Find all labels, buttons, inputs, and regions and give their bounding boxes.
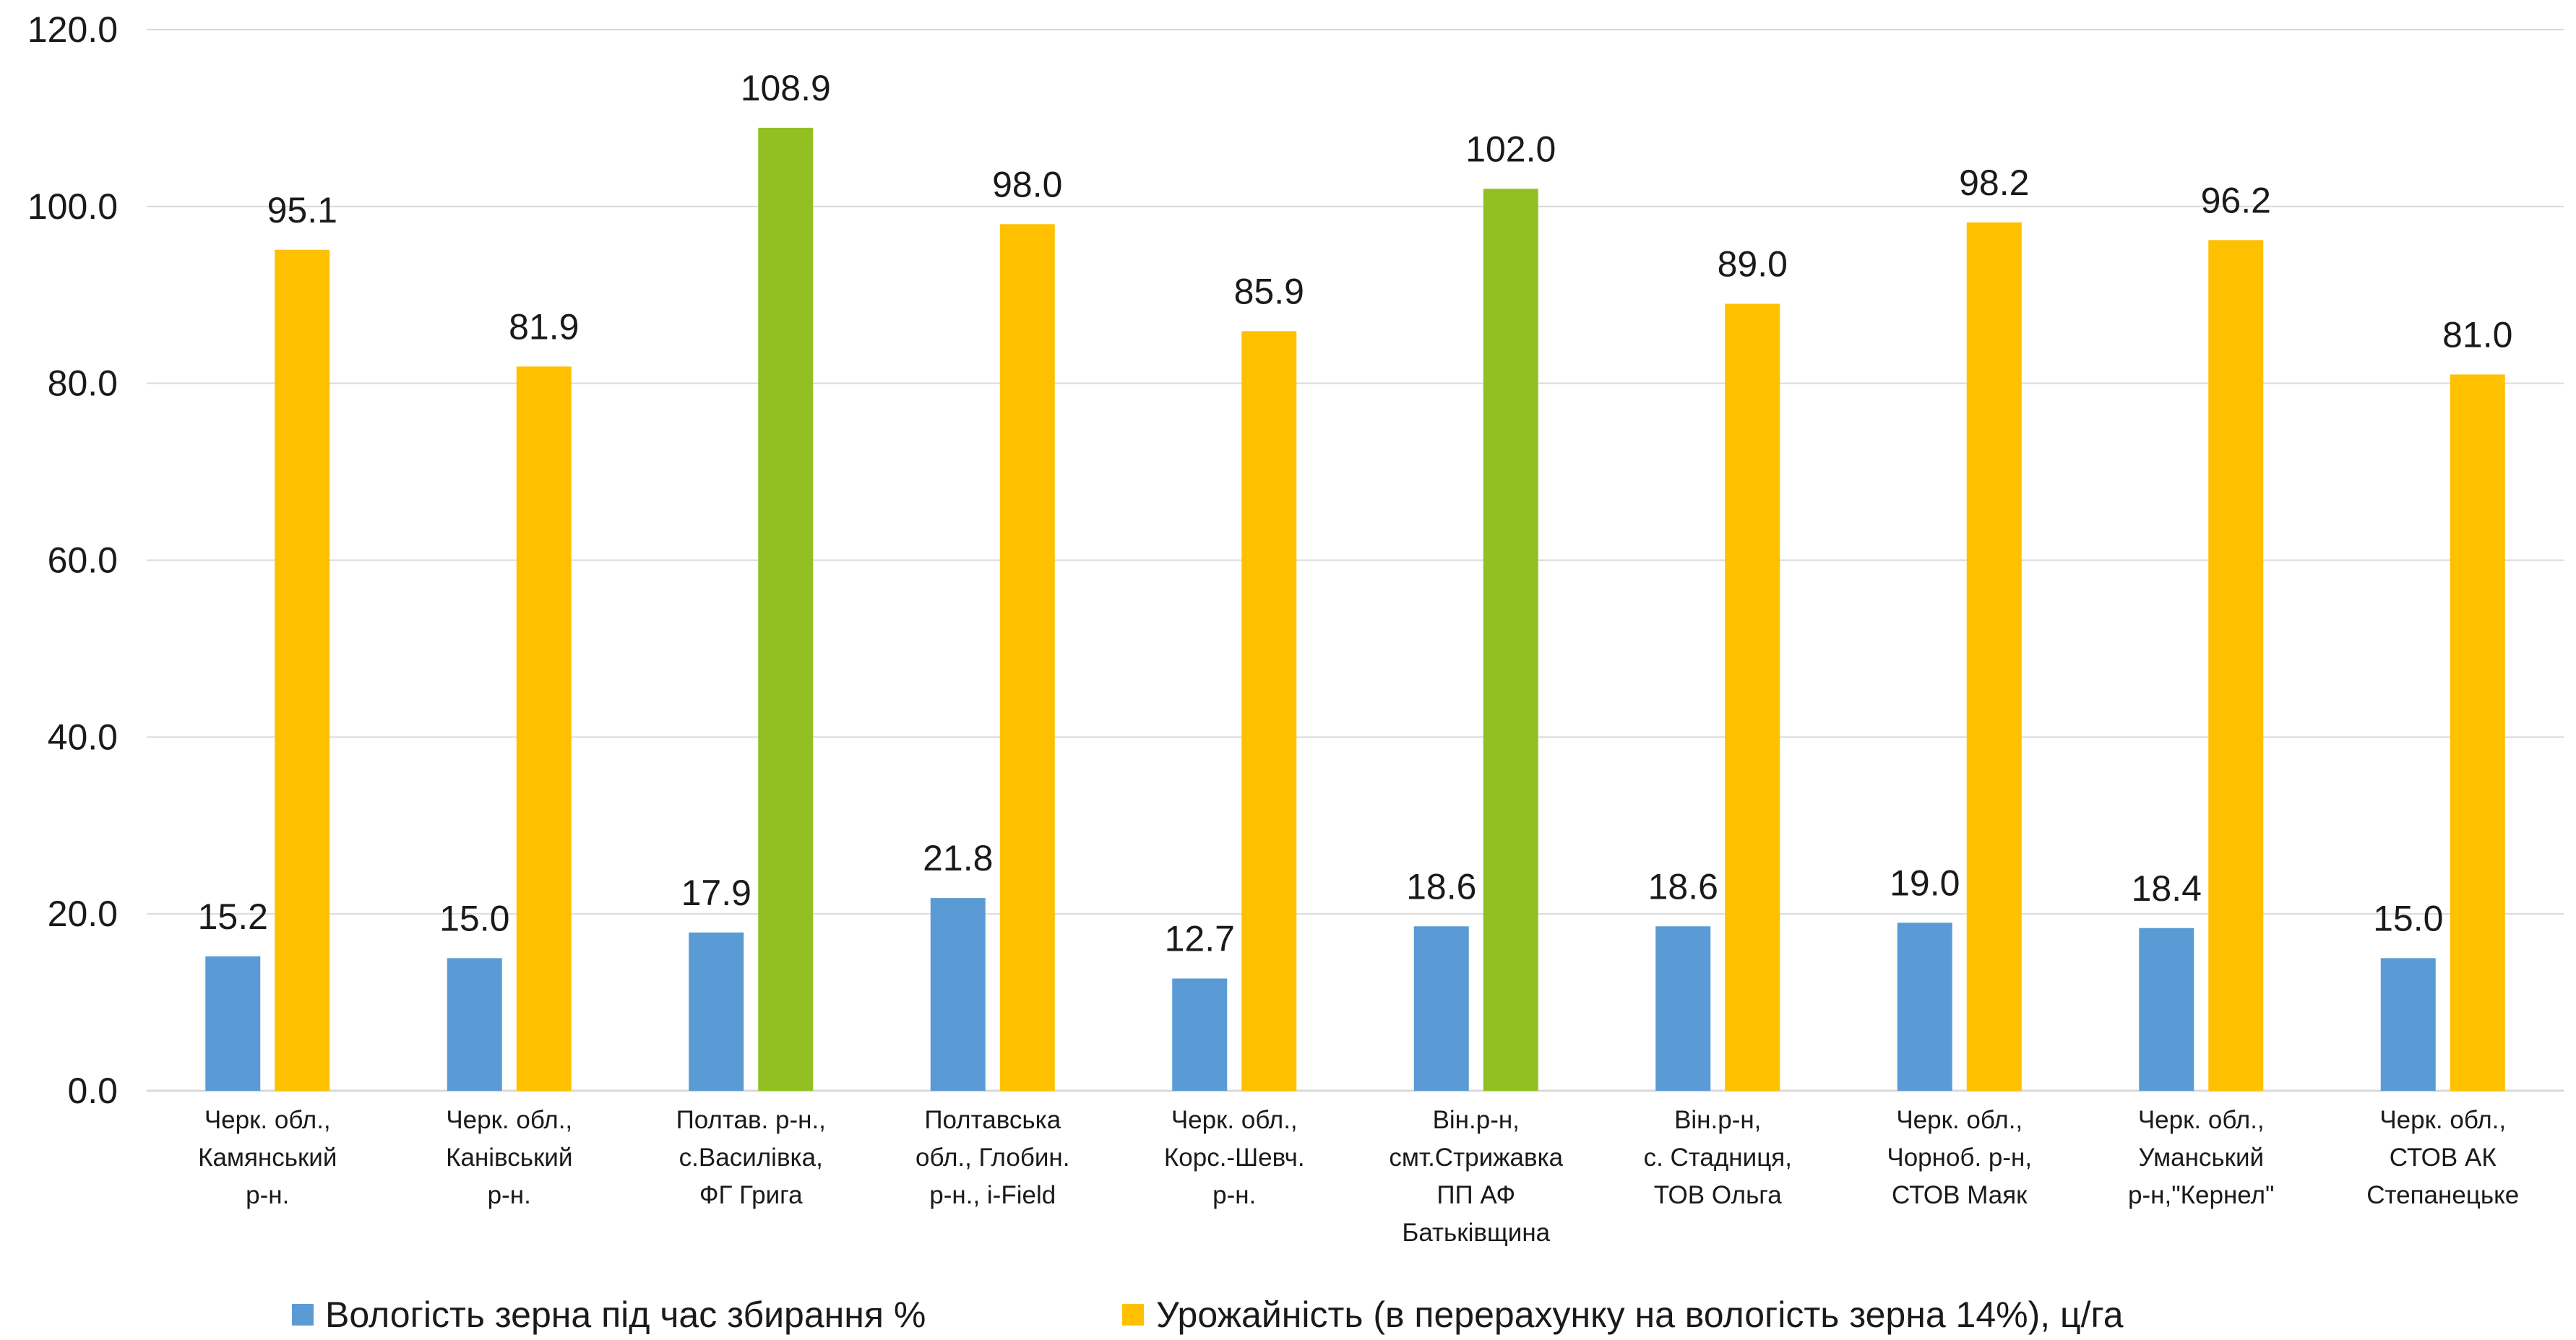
x-category-label-line: р-н. bbox=[488, 1181, 531, 1209]
data-label-yield: 98.2 bbox=[1959, 163, 2029, 203]
x-category-label-line: Степанецьке bbox=[2366, 1181, 2519, 1209]
x-category-label: Черк. обл., Чорноб. р-н, СТОВ Маяк bbox=[1887, 1106, 2032, 1209]
bar-yield bbox=[2208, 240, 2264, 1091]
y-tick-label: 80.0 bbox=[48, 363, 118, 404]
x-category-label-line: Корс.-Шевч. bbox=[1164, 1144, 1305, 1172]
x-category-label-line: р-н. bbox=[246, 1181, 289, 1209]
bar-yield bbox=[275, 249, 330, 1091]
data-label-moisture: 15.0 bbox=[439, 898, 509, 938]
bar-yield bbox=[1966, 222, 2022, 1091]
legend-label: Вологість зерна під час збирання % bbox=[325, 1294, 926, 1335]
x-category-label-line: Полтав. р-н., bbox=[676, 1106, 826, 1134]
bar-moisture bbox=[1413, 926, 1469, 1091]
bar-moisture bbox=[2139, 928, 2194, 1091]
data-label-yield: 81.9 bbox=[509, 306, 579, 347]
x-category-label: Черк. обл., Корс.-Шевч. р-н. bbox=[1164, 1106, 1305, 1209]
x-category-label: Він.р-н, с. Стадниця, ТОВ Ольга bbox=[1644, 1106, 1792, 1209]
bar-moisture bbox=[1897, 922, 1952, 1091]
x-axis-labels: Черк. обл., Камянський р-н. Черк. обл., Кані… bbox=[198, 1106, 2519, 1247]
x-category-label-line: Черк. обл., bbox=[1896, 1106, 2023, 1134]
x-category-label-line: Він.р-н, bbox=[1433, 1106, 1520, 1134]
x-category-label-line: Черк. обл., bbox=[2138, 1106, 2265, 1134]
x-category-label-line: Уманський bbox=[2138, 1144, 2264, 1172]
data-label-yield: 108.9 bbox=[741, 68, 831, 108]
y-tick-label: 0.0 bbox=[67, 1071, 118, 1111]
data-labels: 15.2 95.1 15.0 81.9 17.9 108.9 21.8 98.0 12.7 85.… bbox=[198, 68, 2513, 959]
bar-yield bbox=[1725, 303, 1780, 1091]
bars bbox=[205, 127, 2505, 1092]
data-label-yield: 81.0 bbox=[2442, 314, 2512, 355]
data-label-moisture: 19.0 bbox=[1890, 863, 1960, 903]
data-label-moisture: 18.6 bbox=[1406, 866, 1476, 907]
data-label-yield: 96.2 bbox=[2201, 180, 2271, 220]
bar-moisture bbox=[689, 932, 744, 1091]
x-category-label-line: смт.Стрижавка bbox=[1389, 1144, 1563, 1172]
bar-moisture bbox=[447, 958, 502, 1091]
legend-swatch bbox=[1122, 1304, 1144, 1326]
x-category-label-line: ПП АФ bbox=[1436, 1181, 1515, 1209]
data-label-moisture: 18.6 bbox=[1648, 866, 1718, 907]
legend-swatch bbox=[292, 1304, 314, 1326]
y-tick-label: 20.0 bbox=[48, 894, 118, 934]
x-category-label-line: с.Василівка, bbox=[679, 1144, 823, 1172]
data-label-moisture: 21.8 bbox=[923, 838, 993, 878]
data-label-moisture: 15.0 bbox=[2373, 898, 2443, 938]
data-label-yield: 95.1 bbox=[267, 190, 337, 230]
data-label-moisture: 12.7 bbox=[1165, 919, 1235, 959]
x-category-label-line: Полтавська bbox=[924, 1106, 1061, 1134]
data-label-yield: 89.0 bbox=[1718, 243, 1788, 284]
legend-label: Урожайність (в перерахунку на вологість … bbox=[1156, 1294, 2124, 1335]
bar-yield bbox=[999, 224, 1055, 1092]
x-category-label: Полтав. р-н., с.Василівка, ФГ Грига bbox=[676, 1106, 826, 1209]
bar-yield bbox=[1241, 331, 1297, 1092]
x-category-label-line: Чорноб. р-н, bbox=[1887, 1144, 2032, 1172]
x-category-label-line: ФГ Грига bbox=[699, 1181, 803, 1209]
bar-moisture bbox=[1655, 926, 1711, 1091]
x-category-label-line: ТОВ Ольга bbox=[1654, 1181, 1783, 1209]
x-category-label-line: р-н., i-Field bbox=[929, 1181, 1056, 1209]
bar-yield bbox=[516, 366, 572, 1092]
bar-moisture bbox=[2380, 958, 2436, 1091]
x-category-label-line: СТОВ АК bbox=[2390, 1144, 2497, 1172]
x-category-label-line: Батьківщина bbox=[1402, 1219, 1550, 1247]
x-category-label: Черк. обл., Уманський р-н,"Кернел" bbox=[2128, 1106, 2274, 1209]
bar-yield bbox=[2450, 374, 2505, 1091]
data-label-yield: 102.0 bbox=[1465, 129, 1556, 169]
y-axis-ticks: 0.0 20.0 40.0 60.0 80.0 100.0 120.0 bbox=[27, 9, 118, 1111]
x-category-label-line: Черк. обл., bbox=[2379, 1106, 2506, 1134]
data-label-moisture: 18.4 bbox=[2132, 868, 2202, 909]
x-category-label-line: обл., Глобин. bbox=[916, 1144, 1069, 1172]
x-category-label: Він.р-н, смт.Стрижавка ПП АФ Батьківщина bbox=[1389, 1106, 1563, 1247]
x-category-label-line: р-н. bbox=[1212, 1181, 1256, 1209]
bar-moisture bbox=[205, 956, 261, 1091]
data-label-yield: 85.9 bbox=[1234, 271, 1304, 311]
x-category-label-line: СТОВ Маяк bbox=[1892, 1181, 2028, 1209]
x-category-label: Черк. обл., СТОВ АК Степанецьке bbox=[2366, 1106, 2519, 1209]
x-category-label-line: Черк. обл., bbox=[1171, 1106, 1298, 1134]
bar-yield bbox=[1483, 189, 1538, 1092]
x-category-label-line: р-н,"Кернел" bbox=[2128, 1181, 2274, 1209]
x-category-label-line: с. Стадниця, bbox=[1644, 1144, 1792, 1172]
x-category-label-line: Канівський bbox=[446, 1144, 572, 1172]
x-category-label-line: Черк. обл., bbox=[446, 1106, 572, 1134]
data-label-moisture: 17.9 bbox=[681, 873, 751, 913]
y-tick-label: 100.0 bbox=[27, 186, 118, 227]
data-label-yield: 98.0 bbox=[992, 164, 1062, 204]
x-category-label-line: Він.р-н, bbox=[1674, 1106, 1761, 1134]
bar-moisture bbox=[930, 898, 986, 1091]
x-category-label: Черк. обл., Камянський р-н. bbox=[198, 1106, 337, 1209]
y-tick-label: 60.0 bbox=[48, 540, 118, 581]
legend: Вологість зерна під час збирання % Урожай… bbox=[292, 1294, 2124, 1335]
bar-moisture bbox=[1172, 978, 1228, 1091]
x-category-label-line: Черк. обл., bbox=[204, 1106, 331, 1134]
x-category-label: Полтавська обл., Глобин. р-н., i-Field bbox=[916, 1106, 1069, 1209]
y-tick-label: 120.0 bbox=[27, 9, 118, 50]
x-category-label: Черк. обл., Канівський р-н. bbox=[446, 1106, 572, 1209]
bar-yield bbox=[758, 127, 814, 1091]
y-tick-label: 40.0 bbox=[48, 717, 118, 757]
data-label-moisture: 15.2 bbox=[198, 896, 268, 937]
x-category-label-line: Камянський bbox=[198, 1144, 337, 1172]
